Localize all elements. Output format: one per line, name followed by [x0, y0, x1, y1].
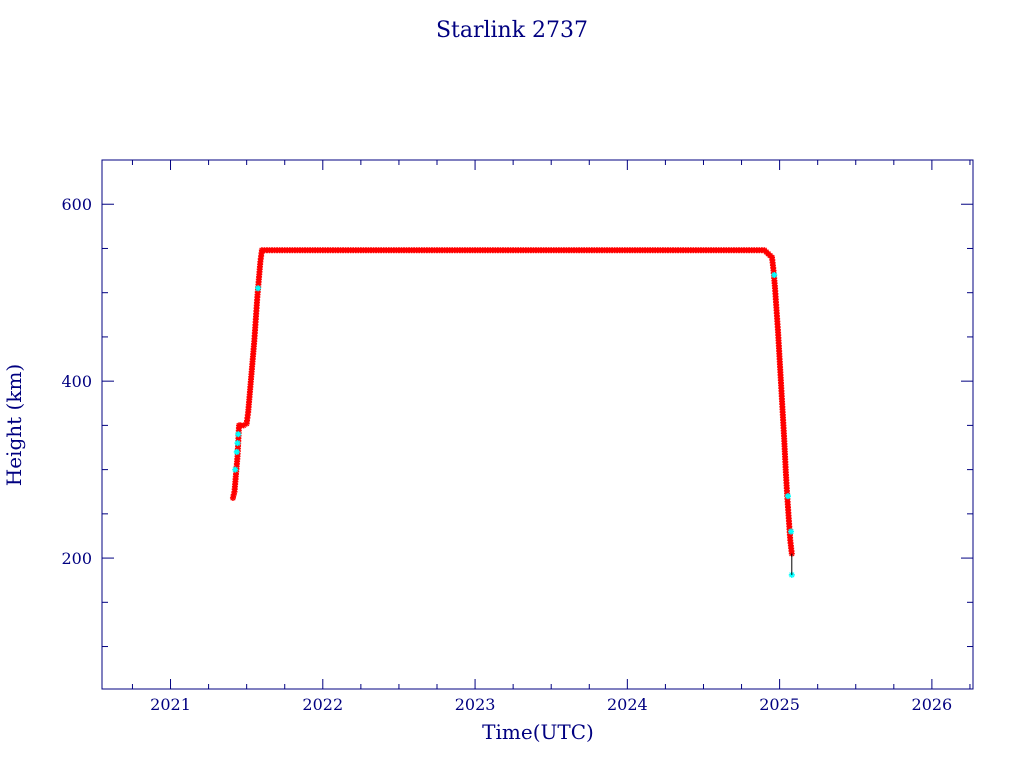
y-tick-label: 200 — [61, 549, 92, 568]
plot-area — [229, 247, 795, 578]
x-tick-label: 2021 — [150, 695, 191, 714]
plot-frame — [101, 159, 974, 690]
data-point — [771, 272, 778, 278]
x-tick-label: 2026 — [912, 695, 953, 714]
data-point — [784, 493, 791, 500]
data-point — [788, 528, 795, 535]
data-point — [235, 431, 242, 438]
y-axis-label: Height (km) — [2, 364, 26, 486]
x-tick-label: 2022 — [302, 695, 343, 714]
y-tick-label: 400 — [61, 372, 92, 391]
chart-title: Starlink 2737 — [436, 18, 588, 43]
data-point — [232, 466, 239, 473]
x-axis-ticks: 2021 2022 2023 2024 2025 2026 — [131, 160, 971, 714]
y-axis-ticks: 200 400 600 — [61, 159, 973, 648]
data-point — [233, 448, 240, 455]
data-point — [234, 440, 241, 447]
x-tick-label: 2023 — [455, 695, 496, 714]
x-tick-label: 2024 — [607, 695, 648, 714]
y-tick-label: 600 — [61, 195, 92, 214]
x-axis-label: Time(UTC) — [482, 720, 594, 744]
data-point — [255, 285, 262, 292]
x-tick-label: 2025 — [759, 695, 800, 714]
